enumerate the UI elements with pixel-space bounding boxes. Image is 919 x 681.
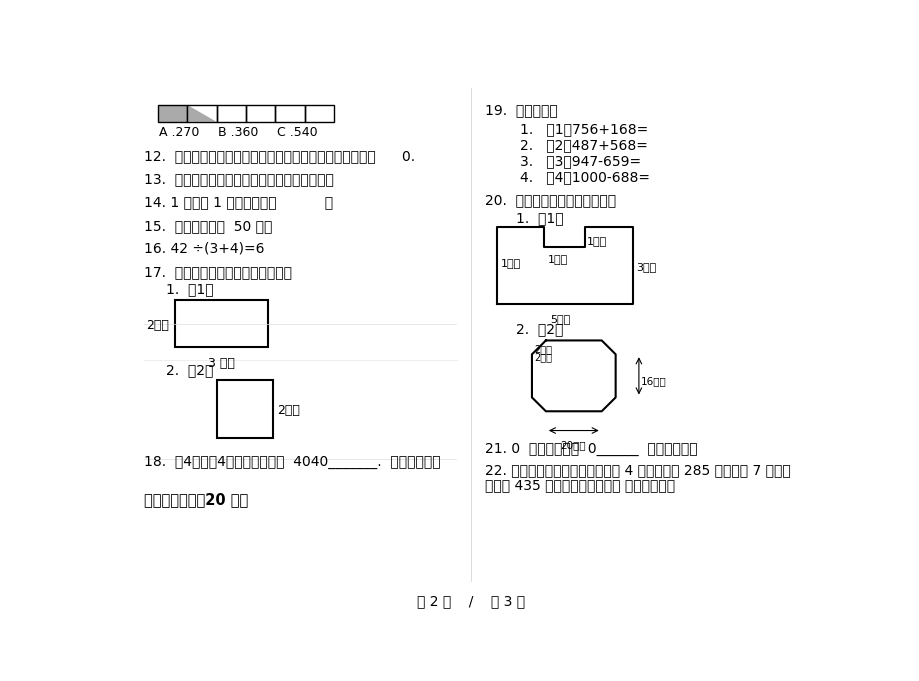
Text: 3 厘米: 3 厘米 bbox=[208, 357, 234, 370]
Text: 4.   （4）1000-688=: 4. （4）1000-688= bbox=[520, 170, 650, 185]
Bar bbox=[176, 300, 268, 347]
Text: 1厘米: 1厘米 bbox=[586, 236, 607, 247]
Bar bbox=[157, 105, 187, 122]
Text: C .540: C .540 bbox=[277, 125, 317, 139]
Text: 14. 1 吨鐵比 1 吨棉花重。（           ）: 14. 1 吨鐵比 1 吨棉花重。（ ） bbox=[144, 195, 334, 210]
Text: 19.  竖式计算。: 19. 竖式计算。 bbox=[485, 104, 558, 117]
Text: 2.   （2）487+568=: 2. （2）487+568= bbox=[520, 138, 648, 152]
Text: 2分米: 2分米 bbox=[534, 352, 551, 362]
Text: 2分米: 2分米 bbox=[534, 345, 551, 354]
Text: 1厘米: 1厘米 bbox=[501, 258, 521, 268]
Text: 1厘米: 1厘米 bbox=[548, 254, 568, 264]
Text: 20分米: 20分米 bbox=[560, 441, 584, 451]
Text: 15.  一个西瓜约重  50 克。: 15. 一个西瓜约重 50 克。 bbox=[144, 219, 273, 233]
Text: 21. 0  乘任何数都得  0______  （判断对错）: 21. 0 乘任何数都得 0______ （判断对错） bbox=[485, 442, 698, 456]
Text: 2.  （2）: 2. （2） bbox=[166, 364, 213, 377]
Text: 17.  用两种方法计算下列图形的周长: 17. 用两种方法计算下列图形的周长 bbox=[144, 265, 292, 279]
Text: 三、应用练习（20 分）: 三、应用练习（20 分） bbox=[144, 492, 248, 507]
Bar bbox=[275, 105, 304, 122]
Text: 16分米: 16分米 bbox=[641, 376, 666, 386]
Bar bbox=[144, 360, 458, 361]
Bar bbox=[187, 105, 216, 122]
Text: 连瓶重 435 克。一杯水多少克？ 瓶重多少克？: 连瓶重 435 克。一杯水多少克？ 瓶重多少克？ bbox=[485, 478, 675, 492]
Bar bbox=[304, 105, 334, 122]
Text: 20.  求出下面两个图形的周长。: 20. 求出下面两个图形的周长。 bbox=[485, 193, 616, 208]
Text: 2.  （2）: 2. （2） bbox=[516, 322, 563, 336]
Bar bbox=[245, 105, 275, 122]
Bar bbox=[216, 105, 245, 122]
Text: 第 2 页    /    共 3 页: 第 2 页 / 共 3 页 bbox=[417, 594, 525, 607]
Text: 2厘米: 2厘米 bbox=[277, 405, 300, 417]
Text: 18.  有4个千和4个一组成的数是  4040_______.  （判断对错）: 18. 有4个千和4个一组成的数是 4040_______. （判断对错） bbox=[144, 455, 440, 469]
Text: 13.  在有余数的除法里，余数一定要小于除数。: 13. 在有余数的除法里，余数一定要小于除数。 bbox=[144, 172, 334, 187]
Text: 16. 42 ÷(3+4)=6: 16. 42 ÷(3+4)=6 bbox=[144, 242, 265, 256]
Polygon shape bbox=[187, 105, 216, 122]
Text: 12.  在减法算式中，减数与差的和减去被减数，最后结果是      0.: 12. 在减法算式中，减数与差的和减去被减数，最后结果是 0. bbox=[144, 150, 415, 163]
Text: B .360: B .360 bbox=[218, 125, 258, 139]
Text: 3.   （3）947-659=: 3. （3）947-659= bbox=[520, 154, 641, 168]
Text: 1.   （1）756+168=: 1. （1）756+168= bbox=[520, 122, 648, 136]
Text: 1.  （1）: 1. （1） bbox=[516, 211, 563, 225]
Text: 3厘米: 3厘米 bbox=[636, 262, 656, 272]
Text: 2厘米: 2厘米 bbox=[146, 319, 169, 332]
Text: 5厘米: 5厘米 bbox=[550, 314, 570, 324]
Text: 22. 用一个水杯向空瓶倒水。倒进 4 杯，连瓶重 285 克，倒进 7 杯水，: 22. 用一个水杯向空瓶倒水。倒进 4 杯，连瓶重 285 克，倒进 7 杯水， bbox=[485, 464, 790, 477]
Text: 1.  （1）: 1. （1） bbox=[166, 282, 213, 296]
Bar bbox=[217, 380, 273, 439]
Text: A .270: A .270 bbox=[159, 125, 199, 139]
